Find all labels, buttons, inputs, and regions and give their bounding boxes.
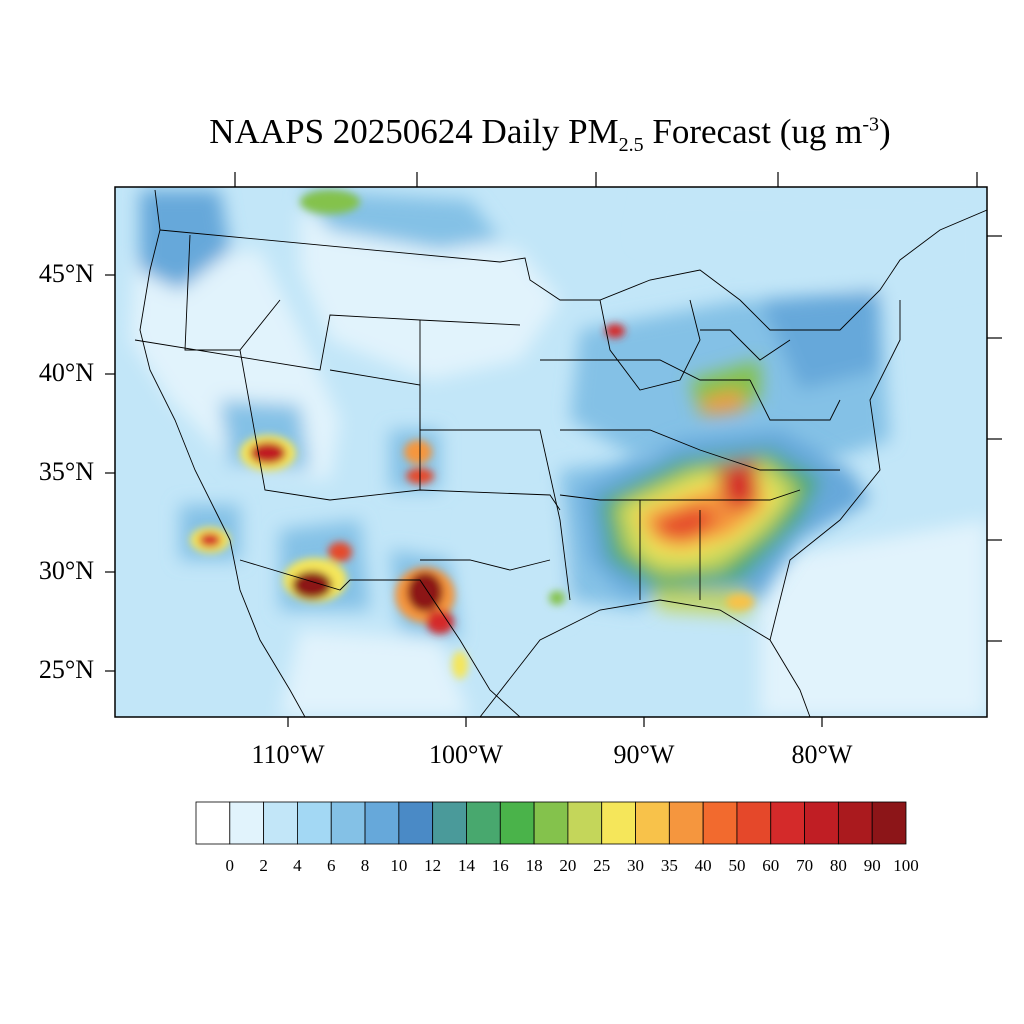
axis-ticks bbox=[105, 172, 1002, 727]
lat-label-25: 25°N bbox=[38, 655, 94, 684]
lat-label-45: 45°N bbox=[38, 259, 94, 288]
lat-label-35: 35°N bbox=[38, 457, 94, 486]
lat-label-30: 30°N bbox=[38, 556, 94, 585]
colorbar-label: 12 bbox=[424, 856, 442, 875]
colorbar-swatch bbox=[668, 801, 704, 845]
lat-label-40: 40°N bbox=[38, 358, 94, 387]
colorbar-swatch bbox=[601, 801, 636, 845]
colorbar-label: 18 bbox=[525, 856, 543, 875]
colorbar-swatch bbox=[804, 801, 839, 845]
colorbar bbox=[195, 801, 907, 845]
boundary-lines bbox=[134, 189, 987, 717]
colorbar-swatch bbox=[871, 801, 907, 845]
lon-label-90w: 90°W bbox=[613, 740, 675, 769]
colorbar-label: 100 bbox=[893, 856, 919, 875]
colorbar-label: 6 bbox=[326, 856, 336, 875]
colorbar-label: 14 bbox=[457, 856, 475, 875]
pm25-field bbox=[115, 187, 987, 717]
colorbar-label: 25 bbox=[593, 856, 611, 875]
colorbar-swatch bbox=[533, 801, 569, 845]
colorbar-swatch bbox=[297, 801, 332, 845]
colorbar-label: 60 bbox=[762, 856, 780, 875]
map-frame bbox=[114, 186, 988, 718]
colorbar-swatch bbox=[635, 801, 670, 845]
colorbar-label: 80 bbox=[829, 856, 847, 875]
colorbar-swatch bbox=[195, 801, 231, 845]
lon-label-80w: 80°W bbox=[791, 740, 853, 769]
colorbar-swatch bbox=[330, 801, 366, 845]
colorbar-swatch bbox=[466, 801, 501, 845]
colorbar-label: 90 bbox=[863, 856, 881, 875]
colorbar-label: 10 bbox=[390, 856, 408, 875]
colorbar-label: 16 bbox=[491, 856, 509, 875]
colorbar-swatch bbox=[364, 801, 400, 845]
colorbar-swatch bbox=[229, 801, 265, 845]
colorbar-swatch bbox=[736, 801, 772, 845]
colorbar-label: 0 bbox=[225, 856, 235, 875]
lon-label-100w: 100°W bbox=[429, 740, 503, 769]
colorbar-label: 4 bbox=[293, 856, 302, 875]
colorbar-swatch bbox=[432, 801, 467, 845]
colorbar-label: 2 bbox=[259, 856, 268, 875]
colorbar-label: 8 bbox=[360, 856, 370, 875]
colorbar-label: 20 bbox=[559, 856, 577, 875]
lon-label-110w: 110°W bbox=[251, 740, 325, 769]
colorbar-swatch bbox=[770, 801, 805, 845]
colorbar-swatch bbox=[567, 801, 603, 845]
colorbar-label: 35 bbox=[660, 856, 678, 875]
colorbar-label: 40 bbox=[694, 856, 712, 875]
colorbar-label: 50 bbox=[728, 856, 746, 875]
colorbar-label: 30 bbox=[627, 856, 645, 875]
colorbar-swatch bbox=[398, 801, 434, 845]
colorbar-swatch bbox=[499, 801, 535, 845]
colorbar-swatch bbox=[702, 801, 738, 845]
page-title: NAAPS 20250624 Daily PM2.5 Forecast (ug … bbox=[209, 112, 891, 156]
colorbar-label: 70 bbox=[796, 856, 814, 875]
colorbar-swatch bbox=[263, 801, 298, 845]
colorbar-swatch bbox=[837, 801, 873, 845]
